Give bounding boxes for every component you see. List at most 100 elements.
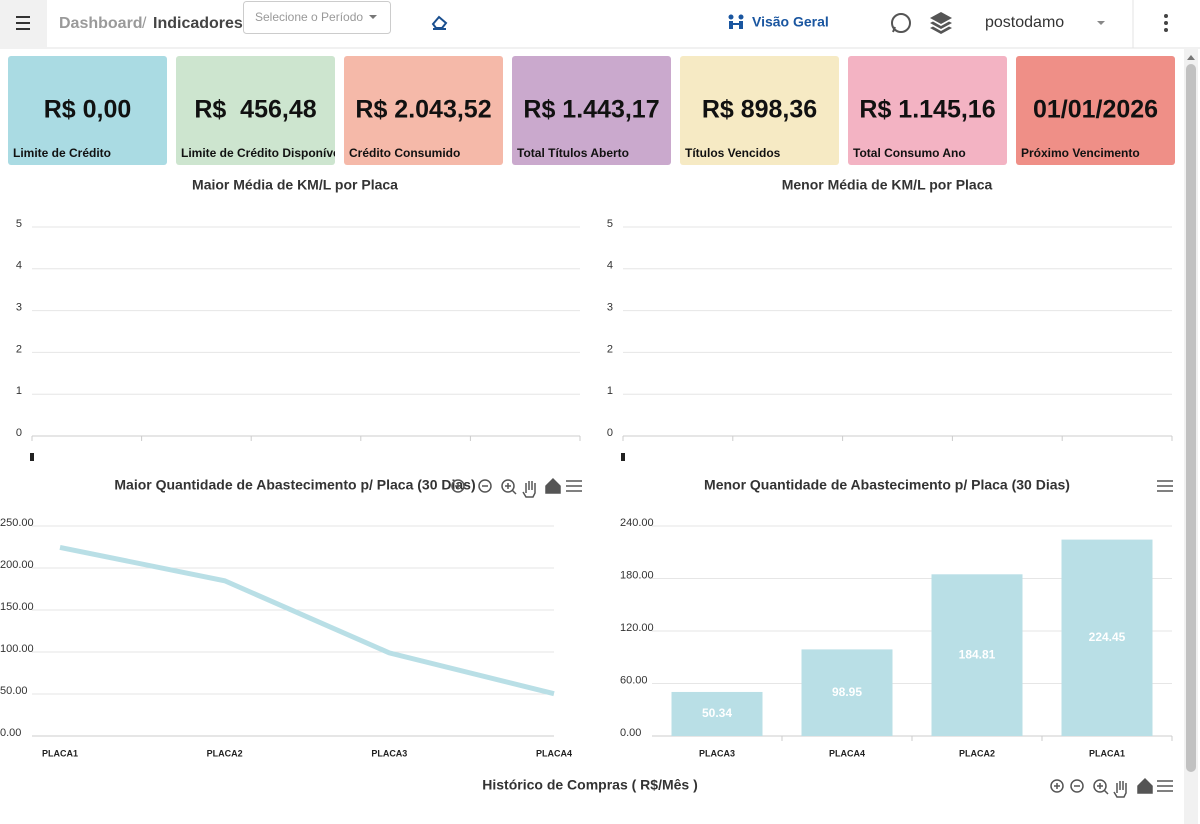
whatsapp-icon[interactable]	[891, 13, 911, 33]
chart-title: Histórico de Compras ( R$/Mês )	[482, 777, 698, 793]
chart-tool[interactable]	[1093, 779, 1109, 795]
y-tick-label: 0	[16, 427, 22, 439]
card-label: Limite de Crédito Disponível	[181, 146, 343, 160]
zoom-circle	[451, 479, 465, 493]
pan-icon	[522, 481, 536, 498]
chart-title: Menor Média de KM/L por Placa	[782, 177, 993, 193]
x-tick-label: PLACA1	[1089, 748, 1125, 758]
breadcrumb-separator: /	[142, 15, 147, 32]
bar	[931, 574, 1023, 736]
card-value: 01/01/2026	[1033, 96, 1158, 124]
y-tick-label: 2	[16, 343, 22, 355]
chart-tool[interactable]	[1157, 780, 1173, 792]
chart-tool[interactable]	[451, 479, 465, 493]
card-label: Próximo Vencimento	[1021, 146, 1140, 160]
x-tick-label: PLACA3	[371, 748, 407, 758]
y-tick-label: 1	[607, 385, 613, 397]
bar	[1061, 539, 1153, 736]
card	[344, 56, 503, 165]
chart-tool[interactable]	[501, 479, 517, 495]
bar	[801, 649, 893, 736]
zoom-circle	[1093, 779, 1107, 793]
overview-icon	[728, 14, 744, 29]
period-placeholder: Selecione o Período	[255, 10, 363, 24]
x-tick-label: PLACA2	[959, 748, 995, 758]
page-title: Indicadores	[153, 15, 243, 32]
chart-tool[interactable]	[1113, 781, 1127, 798]
bar-value-label: 224.45	[1089, 630, 1126, 644]
select-caret	[369, 15, 377, 19]
chart-title: Menor Quantidade de Abastecimento p/ Pla…	[704, 477, 1070, 493]
home-icon	[1137, 777, 1153, 794]
chart-tool[interactable]	[478, 479, 492, 493]
home-icon	[545, 477, 561, 494]
zoom-circle	[478, 479, 492, 493]
x-tick-label: PLACA4	[829, 748, 865, 758]
chart-tool[interactable]	[566, 480, 582, 492]
y-tick-label: 2	[607, 343, 613, 355]
card	[8, 56, 167, 165]
chart-tool[interactable]	[545, 477, 561, 494]
card-label: Limite de Crédito	[13, 146, 111, 160]
scroll-up[interactable]	[1187, 55, 1195, 60]
x-tick-label: PLACA3	[699, 748, 735, 758]
card-value: R$ 898,36	[702, 96, 817, 124]
card-label: Total Consumo Ano	[853, 146, 966, 160]
zoom-circle	[501, 479, 515, 493]
chart-tool[interactable]	[1050, 779, 1064, 793]
card-value: R$ 2.043,52	[355, 96, 491, 124]
y-tick-label: 180.00	[620, 569, 654, 581]
card-label: Títulos Vencidos	[685, 146, 781, 160]
menu-icon	[16, 16, 30, 30]
bar-value-label: 98.95	[832, 685, 862, 699]
bar	[671, 691, 763, 736]
card-value: R$ 1.145,16	[859, 96, 995, 124]
y-tick-label: 4	[607, 260, 613, 272]
y-tick-label: 5	[607, 218, 613, 230]
y-tick-label: 0.00	[620, 727, 641, 739]
overview-link[interactable]: Visão Geral	[752, 14, 829, 30]
chart-tool[interactable]	[1070, 779, 1084, 793]
card	[848, 56, 1007, 165]
y-tick-label: 60.00	[620, 674, 648, 686]
clear-filter-icon[interactable]	[431, 15, 448, 30]
y-tick-label: 4	[16, 260, 22, 272]
zoom-circle	[1050, 779, 1064, 793]
bar-value-label: 50.34	[702, 706, 732, 720]
card-value: R$ 456,48	[194, 96, 316, 124]
y-tick-label: 100.00	[0, 643, 34, 655]
card-value: R$ 1.443,17	[523, 96, 659, 124]
chart-tool[interactable]	[522, 481, 536, 498]
user-name[interactable]: postodamo	[985, 14, 1064, 31]
y-tick-label: 3	[16, 302, 22, 314]
period-select[interactable]	[243, 1, 391, 34]
card	[512, 56, 671, 165]
x-tick-label: PLACA4	[536, 748, 572, 758]
y-tick-label: 200.00	[0, 559, 34, 571]
line-series	[59, 545, 555, 697]
y-tick-label: 5	[16, 218, 22, 230]
y-tick-label: 240.00	[620, 517, 654, 529]
chart-tool[interactable]	[1137, 777, 1153, 794]
layers-icon[interactable]	[930, 12, 952, 34]
breadcrumb[interactable]: Dashboard	[59, 15, 143, 32]
kebab-menu[interactable]	[1164, 14, 1168, 32]
y-tick-label: 150.00	[0, 601, 34, 613]
user-caret	[1097, 21, 1105, 25]
card	[176, 56, 335, 165]
chart-title: Maior Média de KM/L por Placa	[192, 177, 398, 193]
scrollbar-thumb[interactable]	[1186, 64, 1196, 772]
y-tick-label: 3	[607, 302, 613, 314]
y-tick-label: 250.00	[0, 517, 34, 529]
bar-value-label: 184.81	[959, 647, 996, 661]
chart-title: Maior Quantidade de Abastecimento p/ Pla…	[114, 477, 475, 493]
pan-icon	[1113, 781, 1127, 798]
x-tick-label: PLACA1	[42, 748, 78, 758]
y-tick-label: 1	[16, 385, 22, 397]
header-bar	[0, 0, 1200, 48]
zoom-circle	[1070, 779, 1084, 793]
card-label: Total Títulos Aberto	[517, 146, 629, 160]
chart-tool[interactable]	[1157, 480, 1173, 492]
x-tick-label: PLACA2	[207, 748, 243, 758]
